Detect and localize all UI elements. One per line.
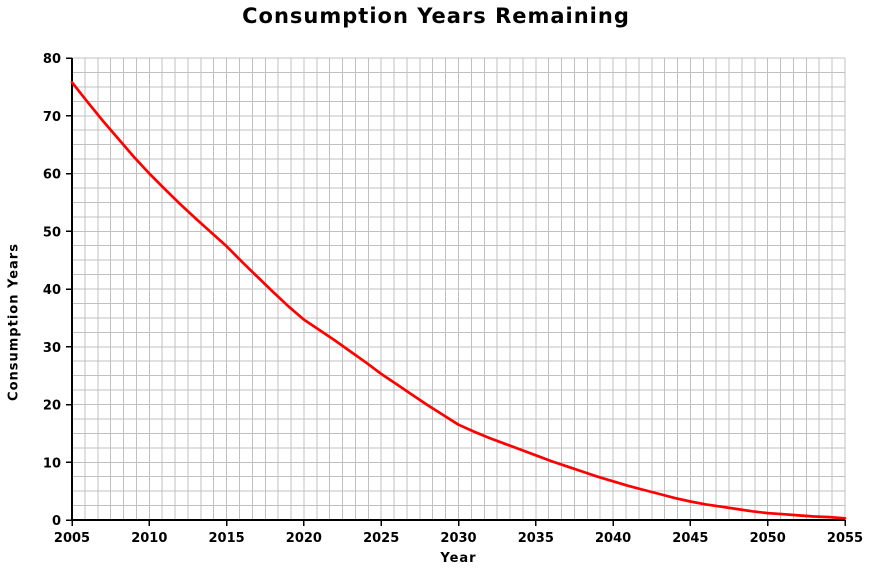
x-tick-label: 2010 <box>131 531 167 546</box>
x-tick-label: 2015 <box>209 531 245 546</box>
y-tick-label: 40 <box>43 283 61 298</box>
x-tick-label: 2050 <box>750 531 786 546</box>
x-axis-title: Year <box>440 551 477 566</box>
y-tick-label: 0 <box>52 514 61 529</box>
y-tick-label: 20 <box>43 399 61 414</box>
chart-title: Consumption Years Remaining <box>242 4 630 28</box>
y-tick-label: 80 <box>43 52 61 67</box>
x-tick-label: 2055 <box>827 531 863 546</box>
x-tick-label: 2040 <box>595 531 631 546</box>
y-tick-label: 50 <box>43 225 61 240</box>
y-tick-label: 10 <box>43 456 61 471</box>
x-tick-label: 2035 <box>518 531 554 546</box>
y-tick-label: 70 <box>43 110 61 125</box>
x-tick-label: 2020 <box>286 531 322 546</box>
y-tick-label: 60 <box>43 168 61 183</box>
data-line <box>70 80 847 520</box>
x-tick-label: 2025 <box>363 531 399 546</box>
y-tick-label: 30 <box>43 341 61 356</box>
x-tick-label: 2030 <box>440 531 476 546</box>
x-tick-label: 2005 <box>54 531 90 546</box>
y-axis-title: Consumption Years <box>6 243 22 401</box>
x-tick-label: 2045 <box>672 531 708 546</box>
